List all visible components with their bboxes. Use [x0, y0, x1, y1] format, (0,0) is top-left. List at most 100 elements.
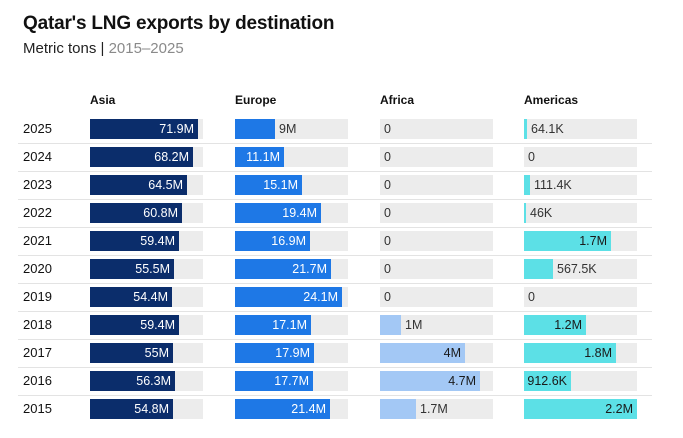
bar-europe	[235, 371, 313, 391]
column-header-europe: Europe	[235, 93, 277, 107]
data-label-europe: 17.1M	[272, 318, 307, 332]
year-label: 2025	[23, 121, 52, 136]
column-header-africa: Africa	[380, 93, 415, 107]
data-label-africa: 1.7M	[420, 402, 448, 416]
bar-track	[524, 147, 637, 167]
bar-africa	[380, 343, 465, 363]
column-header-americas: Americas	[524, 93, 579, 107]
bar-americas	[524, 343, 616, 363]
bar-americas	[524, 315, 586, 335]
column-header-asia: Asia	[90, 93, 116, 107]
bar-americas	[524, 175, 530, 195]
bar-europe	[235, 287, 342, 307]
row-divider	[18, 339, 652, 340]
subtitle-range: 2015–2025	[108, 40, 184, 57]
data-label-europe: 19.4M	[282, 206, 317, 220]
data-label-americas: 64.1K	[531, 122, 564, 136]
row-divider	[18, 199, 652, 200]
bar-africa	[380, 399, 416, 419]
data-label-europe: 17.7M	[274, 374, 309, 388]
data-label-africa: 4.7M	[448, 374, 476, 388]
bar-africa	[380, 371, 480, 391]
data-label-asia: 54.8M	[134, 402, 169, 416]
data-label-africa: 0	[384, 122, 391, 136]
chart-title: Qatar's LNG exports by destination	[23, 13, 335, 34]
row-divider	[18, 227, 652, 228]
data-label-asia: 71.9M	[159, 122, 194, 136]
data-label-americas: 0	[528, 290, 535, 304]
data-label-asia: 60.8M	[143, 206, 178, 220]
data-label-europe: 16.9M	[271, 234, 306, 248]
data-label-asia: 55M	[144, 346, 169, 360]
data-label-africa: 0	[384, 262, 391, 276]
data-label-americas: 1.8M	[584, 346, 612, 360]
data-label-asia: 59.4M	[140, 234, 175, 248]
data-label-europe: 11.1M	[246, 150, 280, 164]
data-label-africa: 0	[384, 178, 391, 192]
data-label-africa: 1M	[405, 318, 423, 332]
bar-track	[380, 315, 493, 335]
year-label: 2023	[23, 177, 52, 192]
bar-track	[524, 287, 637, 307]
data-label-asia: 56.3M	[136, 374, 171, 388]
bar-track	[524, 203, 637, 223]
data-label-asia: 54.4M	[133, 290, 168, 304]
bar-africa	[380, 315, 401, 335]
data-label-europe: 17.9M	[275, 346, 310, 360]
year-label: 2024	[23, 149, 52, 164]
year-label: 2015	[23, 401, 52, 416]
data-label-africa: 0	[384, 234, 391, 248]
bar-americas	[524, 119, 527, 139]
data-label-europe: 15.1M	[263, 178, 298, 192]
year-label: 2020	[23, 261, 52, 276]
row-divider	[18, 395, 652, 396]
bar-americas	[524, 259, 553, 279]
data-label-europe: 9M	[279, 122, 297, 136]
bar-asia	[90, 343, 173, 363]
bar-europe	[235, 203, 321, 223]
data-label-africa: 4M	[443, 346, 461, 360]
row-divider	[18, 283, 652, 284]
bar-asia	[90, 203, 182, 223]
bar-europe	[235, 343, 314, 363]
bar-asia	[90, 119, 198, 139]
data-label-africa: 0	[384, 290, 391, 304]
data-label-asia: 68.2M	[154, 150, 189, 164]
subtitle-unit: Metric tons	[23, 40, 97, 57]
bar-europe	[235, 175, 302, 195]
data-label-americas: 912.6K	[527, 374, 567, 388]
bar-asia	[90, 399, 173, 419]
bar-track	[380, 203, 493, 223]
bar-track	[380, 259, 493, 279]
data-label-americas: 1.2M	[554, 318, 582, 332]
data-label-americas: 2.2M	[605, 402, 633, 416]
data-label-europe: 21.7M	[292, 262, 327, 276]
data-label-africa: 0	[384, 150, 391, 164]
bar-asia	[90, 287, 172, 307]
row-divider	[18, 367, 652, 368]
year-label: 2019	[23, 289, 52, 304]
bar-track	[380, 231, 493, 251]
data-label-americas: 567.5K	[557, 262, 597, 276]
bar-asia	[90, 371, 175, 391]
data-label-asia: 55.5M	[135, 262, 170, 276]
bar-europe	[235, 315, 311, 335]
bar-asia	[90, 147, 193, 167]
bar-americas	[524, 203, 526, 223]
row-divider	[18, 171, 652, 172]
year-label: 2022	[23, 205, 52, 220]
data-label-americas: 46K	[530, 206, 553, 220]
bar-track	[380, 287, 493, 307]
bar-track	[380, 147, 493, 167]
bar-asia	[90, 259, 174, 279]
bar-europe	[235, 119, 275, 139]
year-label: 2017	[23, 345, 52, 360]
data-label-asia: 64.5M	[148, 178, 183, 192]
data-label-europe: 21.4M	[291, 402, 326, 416]
row-divider	[18, 255, 652, 256]
bar-track	[380, 175, 493, 195]
data-label-europe: 24.1M	[303, 290, 338, 304]
bar-asia	[90, 231, 179, 251]
bar-europe	[235, 147, 284, 167]
row-divider	[18, 143, 652, 144]
